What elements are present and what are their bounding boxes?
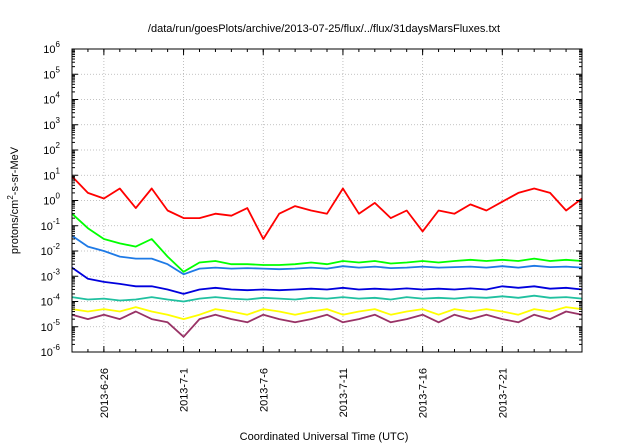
y-tick-label: 104 [43,91,60,107]
y-axis-label-part2: -s-sr-MeV [9,146,21,195]
series-line-1 [71,175,583,240]
y-tick-base: 10 [43,196,55,208]
y-tick-exponent: -3 [53,267,61,276]
x-axis: 2013-6-26 2013-7-1 2013-7-6 2013-7-11 2013-7… [71,49,583,418]
y-tick-exponent: 1 [56,166,61,175]
y-tick-label: 106 [43,40,60,56]
y-tick-exponent: 0 [56,192,61,201]
y-tick-label: 10-6 [41,343,61,359]
y-tick-exponent: 6 [56,40,61,49]
series-line-3 [71,235,583,276]
x-tick-label: 2013-7-6 [258,368,270,412]
y-tick-exponent: 3 [56,116,61,125]
series-line-6 [71,306,583,321]
y-axis-label-superscript: 2 [6,195,15,200]
y-axis-label-part1: protons/cm [9,200,21,254]
series-line-7 [71,310,583,338]
y-tick-exponent: 5 [56,65,61,74]
y-tick-base: 10 [41,221,53,233]
y-tick-base: 10 [43,170,55,182]
y-tick-exponent: -4 [53,293,61,302]
y-tick-label: 101 [43,166,60,182]
y-tick-base: 10 [43,69,55,81]
y-tick-base: 10 [43,95,55,107]
y-tick-label: 103 [43,116,60,132]
y-tick-exponent: 2 [56,141,61,150]
y-tick-label: 10-4 [41,293,61,309]
y-tick-base: 10 [41,271,53,283]
x-tick-label: 2013-7-21 [497,368,509,418]
y-tick-base: 10 [41,246,53,258]
y-tick-exponent: -2 [53,242,61,251]
y-tick-base: 10 [43,145,55,157]
series-layer [71,175,583,338]
x-tick-label: 2013-6-26 [99,368,111,418]
y-tick-exponent: -5 [53,318,61,327]
x-tick-label: 2013-7-16 [418,368,430,418]
y-tick-exponent: 4 [56,91,61,100]
series-line-2 [71,213,583,273]
y-tick-base: 10 [43,120,55,132]
y-tick-base: 10 [41,322,53,334]
y-tick-base: 10 [41,347,53,359]
y-axis: 10610510410310210110010-110-210-310-410-… [41,40,582,359]
y-tick-exponent: -6 [53,343,61,352]
y-tick-label: 10-5 [41,318,61,334]
y-tick-exponent: -1 [53,217,61,226]
y-tick-label: 105 [43,65,60,81]
y-axis-label: protons/cm2-s-sr-MeV [6,146,21,254]
x-tick-label: 2013-7-11 [338,368,350,417]
x-axis-label: Coordinated Universal Time (UTC) [240,431,409,443]
x-tick-label: 2013-7-1 [179,368,191,412]
y-tick-label: 10-1 [41,217,61,233]
y-tick-label: 102 [43,141,60,157]
chart-title: /data/run/goesPlots/archive/2013-07-25/f… [148,23,500,35]
y-tick-base: 10 [41,297,53,309]
series-line-4 [71,266,583,295]
y-tick-label: 100 [43,192,60,208]
y-tick-label: 10-2 [41,242,61,258]
series-line-5 [71,294,583,303]
y-tick-label: 10-3 [41,267,61,283]
y-tick-base: 10 [43,44,55,56]
grid [72,49,582,352]
